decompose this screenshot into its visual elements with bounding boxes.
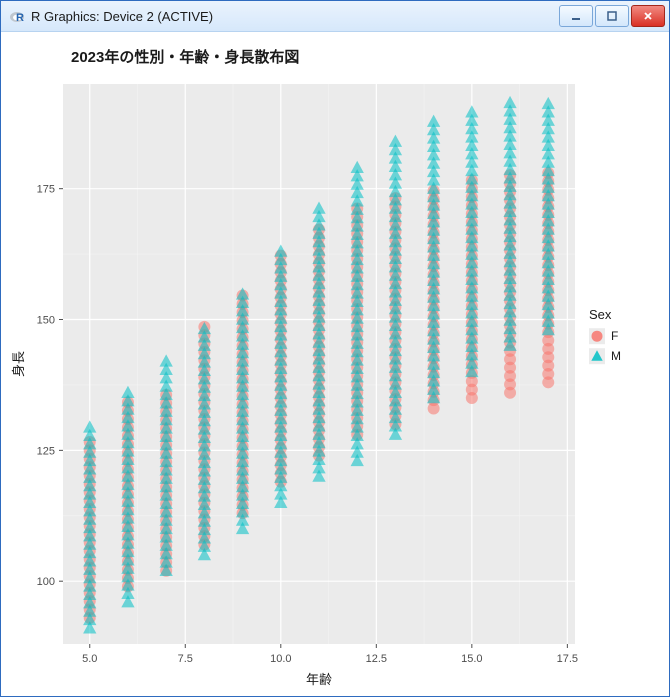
chart-container: 5.0 7.5 10.0 12.5 15.0 17.5 100 125 150 175 年齢 身長 20… [5,36,665,692]
xtick-label: 7.5 [178,653,193,665]
svg-text:R: R [16,12,24,24]
ytick-label: 150 [37,315,55,327]
app-window: R R Graphics: Device 2 (ACTIVE) 5.0 7.5 10… [0,0,670,697]
window-title: R Graphics: Device 2 (ACTIVE) [31,9,553,24]
window-content: 5.0 7.5 10.0 12.5 15.0 17.5 100 125 150 175 年齢 身長 20… [1,32,669,696]
xtick-label: 12.5 [366,653,387,665]
legend-label: M [611,349,621,363]
legend-key-M: M [589,348,621,364]
ytick-label: 175 [37,184,55,196]
ytick-label: 100 [37,576,55,588]
chart-title: 2023年の性別・年齢・身長散布図 [71,48,299,66]
xtick-label: 17.5 [557,653,578,665]
legend: Sex FM [589,307,621,364]
x-axis-title: 年齢 [306,672,332,687]
y-axis-title: 身長 [11,351,26,377]
scatter-chart: 5.0 7.5 10.0 12.5 15.0 17.5 100 125 150 175 年齢 身長 20… [5,36,665,696]
legend-title: Sex [589,307,612,322]
minimize-button[interactable] [559,5,593,27]
titlebar[interactable]: R R Graphics: Device 2 (ACTIVE) [1,1,669,32]
legend-key-F: F [589,328,618,344]
maximize-button[interactable] [595,5,629,27]
xtick-label: 5.0 [82,653,97,665]
legend-label: F [611,329,618,343]
ytick-label: 125 [37,445,55,457]
close-button[interactable] [631,5,665,27]
xtick-label: 10.0 [270,653,291,665]
r-logo-icon: R [9,8,25,24]
window-buttons [559,5,665,27]
xtick-label: 15.0 [461,653,482,665]
